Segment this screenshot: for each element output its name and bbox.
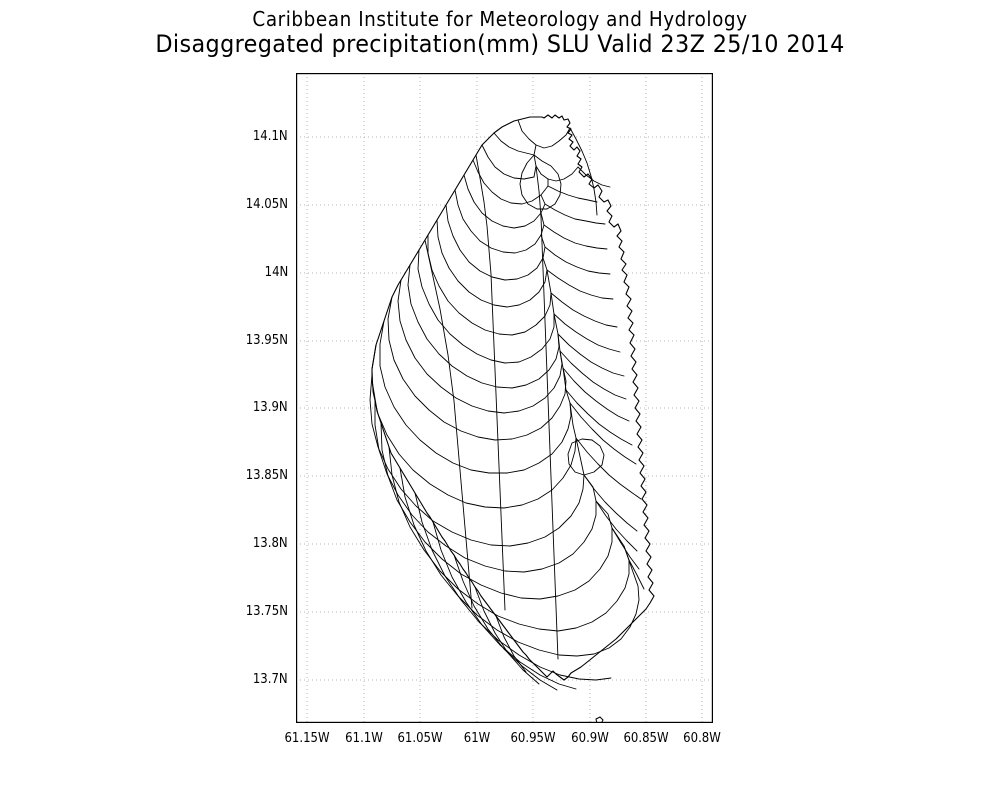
- x-tick-label: 61W: [463, 731, 491, 746]
- x-tick-label: 61.1W: [345, 731, 383, 746]
- y-tick-label: 14N: [264, 265, 288, 280]
- x-tick-label: 60.85W: [623, 731, 669, 746]
- y-tick-label: 13.7N: [253, 672, 288, 687]
- y-tick-label: 14.1N: [253, 129, 288, 144]
- figure-title-block: Caribbean Institute for Meteorology and …: [0, 8, 1000, 57]
- map-plot-area: [289, 71, 715, 730]
- x-tick-label: 61.05W: [397, 731, 443, 746]
- y-tick-label: 13.95N: [245, 333, 288, 348]
- map-svg: [289, 71, 715, 730]
- x-tick-label: 60.95W: [510, 731, 556, 746]
- y-tick-label: 14.05N: [245, 197, 288, 212]
- y-tick-label: 13.9N: [253, 400, 288, 415]
- y-tick-label: 13.75N: [245, 604, 288, 619]
- x-tick-label: 60.9W: [571, 731, 609, 746]
- watershed-boundaries: [369, 119, 645, 691]
- saint-lucia-coastline: [371, 114, 655, 681]
- y-tick-label: 13.8N: [253, 536, 288, 551]
- page-title: Disaggregated precipitation(mm) SLU Vali…: [155, 30, 845, 58]
- x-tick-label: 61.15W: [284, 731, 330, 746]
- institute-title: Caribbean Institute for Meteorology and …: [252, 7, 748, 31]
- x-tick-label: 60.8W: [683, 731, 721, 746]
- y-tick-label: 13.85N: [245, 468, 288, 483]
